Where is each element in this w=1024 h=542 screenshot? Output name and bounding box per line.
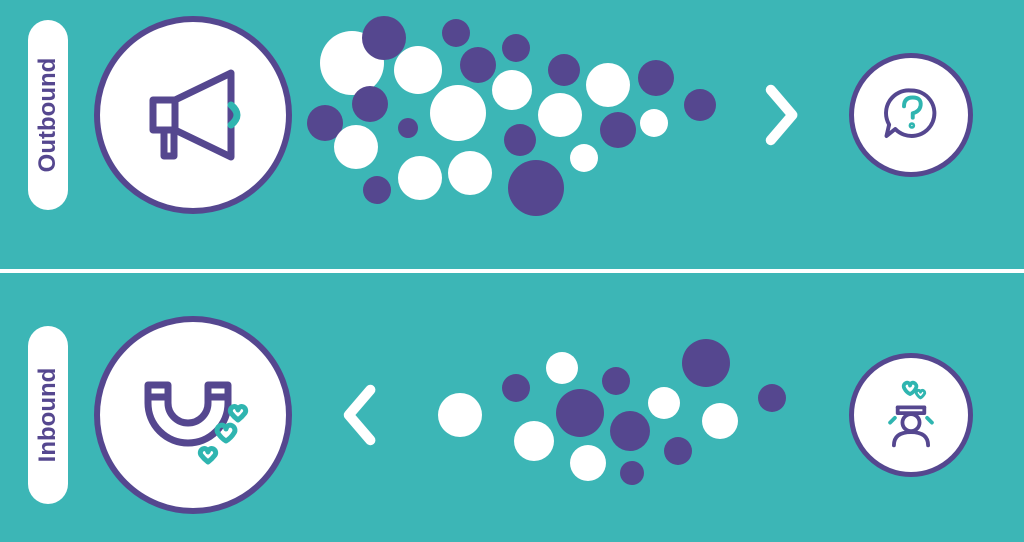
flow-dot (758, 384, 786, 412)
chevron-right-icon (760, 79, 803, 151)
flow-dot (682, 339, 730, 387)
flow-dot (492, 70, 532, 110)
person-hearts-icon (873, 377, 949, 453)
flow-dot (508, 160, 564, 216)
inbound-target-circle (849, 353, 973, 477)
magnet-hearts-icon (123, 345, 263, 485)
flow-dot (640, 109, 668, 137)
flow-dot (514, 421, 554, 461)
inbound-label: Inbound (34, 368, 62, 463)
flow-dot (546, 352, 578, 384)
flow-dot (538, 93, 582, 137)
flow-dot (610, 411, 650, 451)
flow-dot (570, 144, 598, 172)
chevron-left-icon (338, 379, 381, 451)
outbound-source-circle (94, 16, 292, 214)
outbound-pill: Outbound (28, 20, 68, 210)
flow-dot (398, 118, 418, 138)
flow-dot (702, 403, 738, 439)
flow-dot (556, 389, 604, 437)
flow-dot (352, 86, 388, 122)
flow-dot (460, 47, 496, 83)
inbound-panel: Inbound (0, 273, 1024, 542)
flow-dot (398, 156, 442, 200)
flow-dot (502, 34, 530, 62)
flow-dot (334, 125, 378, 169)
flow-dot (600, 112, 636, 148)
flow-dot (548, 54, 580, 86)
flow-dot (602, 367, 630, 395)
outbound-label: Outbound (34, 58, 62, 173)
flow-dot (394, 46, 442, 94)
flow-dot (638, 60, 674, 96)
flow-dot (620, 461, 644, 485)
flow-dot (684, 89, 716, 121)
flow-dot (504, 124, 536, 156)
question-bubble-icon (876, 80, 946, 150)
flow-dot (442, 19, 470, 47)
inbound-source-circle (94, 316, 292, 514)
flow-dot (363, 176, 391, 204)
flow-dot (664, 437, 692, 465)
flow-dot (438, 393, 482, 437)
megaphone-icon (123, 45, 263, 185)
flow-dot (586, 63, 630, 107)
flow-dot (570, 445, 606, 481)
flow-dot (448, 151, 492, 195)
inbound-pill: Inbound (28, 326, 68, 504)
flow-dot (430, 85, 486, 141)
outbound-panel: Outbound (0, 0, 1024, 269)
outbound-target-circle (849, 53, 973, 177)
flow-dot (502, 374, 530, 402)
flow-dot (648, 387, 680, 419)
